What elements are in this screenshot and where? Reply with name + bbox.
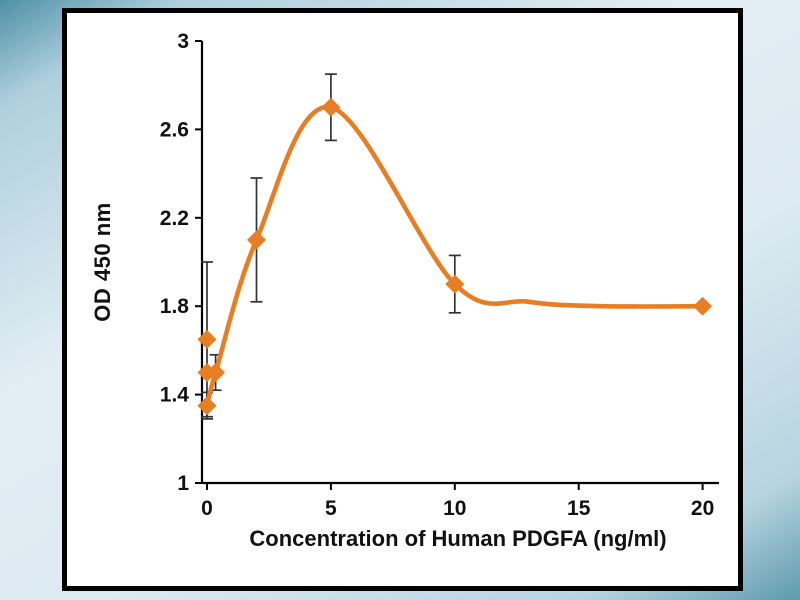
data-point-marker [206, 363, 226, 382]
chart-svg: 1 1.4 1.8 2.2 2.6 3 0 5 10 15 20 [160, 30, 719, 520]
x-tick-label: 5 [325, 497, 337, 520]
data-point-marker [247, 230, 266, 250]
x-axis-title: Concentration of Human PDGFA (ng/ml) [249, 526, 667, 551]
y-tick-label: 2.2 [160, 207, 189, 230]
x-tick-label: 0 [201, 497, 213, 520]
y-axis-title: OD 450 nm [90, 202, 115, 322]
y-tick-label: 3 [177, 30, 189, 53]
data-point-marker [197, 396, 217, 416]
y-tick-label: 1 [177, 472, 189, 495]
y-tick-label: 1.8 [160, 295, 190, 318]
data-point-marker [445, 274, 465, 294]
x-tick-label: 15 [567, 497, 591, 520]
x-tick-label: 10 [443, 497, 466, 520]
data-point-marker [693, 296, 713, 316]
x-tick-label: 20 [691, 497, 714, 520]
series-curve [204, 104, 705, 408]
plot-area: 1 1.4 1.8 2.2 2.6 3 0 5 10 15 20 OD 450 nm Concent… [67, 13, 738, 586]
y-tick-label: 2.6 [160, 118, 189, 141]
y-tick-label: 1.4 [160, 384, 190, 407]
data-point-marker [197, 329, 217, 349]
chart-panel: 1 1.4 1.8 2.2 2.6 3 0 5 10 15 20 OD 450 nm Concent… [62, 8, 743, 591]
data-point-marker [321, 97, 341, 117]
